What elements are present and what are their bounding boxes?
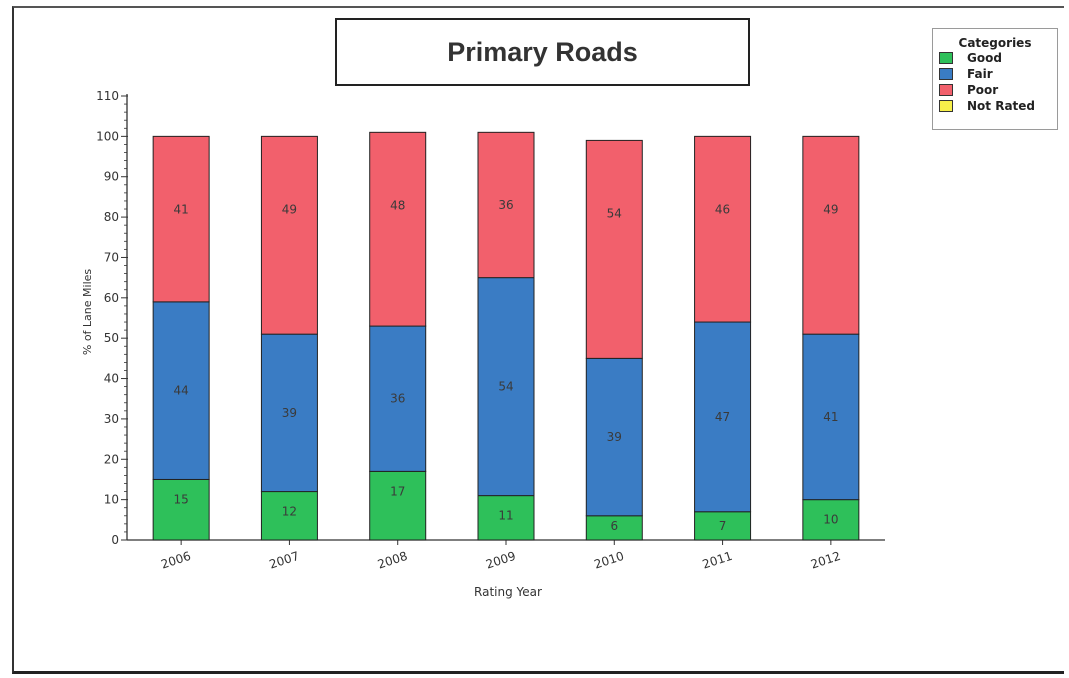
bar-good — [802, 499, 860, 541]
data-label: 49 — [823, 202, 838, 216]
y-tick-label: 30 — [104, 412, 119, 426]
x-tick-label: 2012 — [809, 549, 842, 572]
legend-item: Good — [933, 50, 1057, 66]
y-tick-label: 110 — [96, 89, 119, 103]
bar-fair — [369, 325, 427, 472]
x-tick-label: 2010 — [592, 549, 625, 572]
data-label: 15 — [174, 492, 189, 506]
legend-item: Poor — [933, 82, 1057, 98]
data-label: 36 — [498, 198, 513, 212]
bar-fair — [585, 357, 643, 517]
x-tick-label: 2009 — [484, 549, 517, 572]
data-labels: 15 44 41 12 39 49 17 36 48 11 54 36 6 39 54 7 47 46 10 41 49 — [174, 198, 839, 533]
y-tick-label: 80 — [104, 210, 119, 224]
bar-good — [369, 470, 427, 541]
legend-swatch — [939, 100, 953, 112]
bar-good — [260, 491, 318, 541]
y-tick-label: 70 — [104, 250, 119, 264]
legend-label: Fair — [967, 67, 993, 81]
legend-item: Fair — [933, 66, 1057, 82]
legend-swatch — [939, 84, 953, 96]
y-tick-label: 0 — [111, 533, 119, 547]
bars — [152, 131, 860, 541]
data-label: 44 — [174, 384, 189, 398]
chart-title: Primary Roads — [447, 36, 638, 67]
data-label: 49 — [282, 202, 297, 216]
y-tick-label: 90 — [104, 170, 119, 184]
data-label: 48 — [390, 198, 405, 212]
bar-poor — [369, 131, 427, 327]
data-label: 41 — [174, 202, 189, 216]
data-label: 47 — [715, 410, 730, 424]
bar-poor — [477, 131, 535, 279]
legend-item: Not Rated — [933, 98, 1057, 114]
data-label: 17 — [390, 484, 405, 498]
data-label: 46 — [715, 202, 730, 216]
bar-good — [585, 515, 643, 541]
x-axis-label: Rating Year — [474, 585, 542, 599]
data-label: 12 — [282, 505, 297, 519]
legend-label: Not Rated — [967, 99, 1036, 113]
y-tick-label: 50 — [104, 331, 119, 345]
bar-fair — [260, 333, 318, 493]
bar-fair — [477, 277, 535, 497]
y-axis-label: % of Lane Miles — [81, 269, 94, 356]
data-label: 6 — [610, 519, 618, 533]
data-label: 54 — [607, 206, 622, 220]
y-tick-label: 100 — [96, 129, 119, 143]
y-tick-label: 60 — [104, 291, 119, 305]
y-tick-label: 10 — [104, 493, 119, 507]
data-label: 11 — [498, 509, 513, 523]
legend: Categories Good Fair Poor Not Rated — [932, 28, 1058, 130]
data-label: 39 — [282, 406, 297, 420]
bar-fair — [802, 333, 860, 501]
x-tick-label: 2007 — [268, 549, 301, 572]
legend-swatch — [939, 68, 953, 80]
legend-label: Good — [967, 51, 1002, 65]
chart-title-box: Primary Roads — [335, 18, 750, 86]
x-tick-label: 2006 — [159, 549, 192, 572]
y-tick-label: 20 — [104, 452, 119, 466]
data-label: 7 — [719, 519, 727, 533]
bar-poor — [585, 139, 643, 359]
legend-swatch — [939, 52, 953, 64]
bar-fair — [152, 301, 210, 480]
legend-label: Poor — [967, 83, 999, 97]
legend-title: Categories — [958, 36, 1032, 50]
bar-poor — [694, 135, 752, 323]
data-label: 10 — [823, 513, 838, 527]
data-label: 41 — [823, 410, 838, 424]
bar-poor — [260, 135, 318, 335]
data-label: 39 — [607, 430, 622, 444]
x-tick-label: 2008 — [376, 549, 409, 572]
bar-good — [152, 478, 210, 541]
data-label: 54 — [498, 380, 513, 394]
bar-fair — [694, 321, 752, 513]
x-tick-label: 2011 — [701, 549, 734, 572]
y-tick-label: 40 — [104, 372, 119, 386]
bar-poor — [802, 135, 860, 335]
bar-poor — [152, 135, 210, 303]
data-label: 36 — [390, 392, 405, 406]
legend-items: Good Fair Poor Not Rated — [933, 50, 1057, 114]
